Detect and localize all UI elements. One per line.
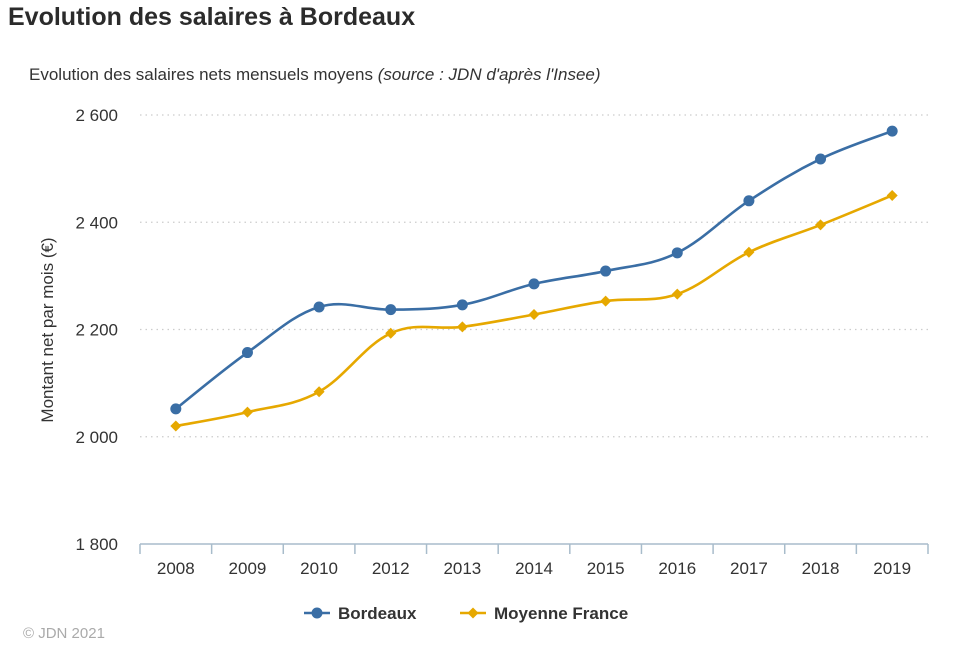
data-point[interactable]	[313, 386, 325, 398]
data-point[interactable]	[886, 189, 898, 201]
y-tick-label: 2 000	[75, 428, 118, 447]
data-point[interactable]	[456, 321, 468, 333]
subtitle-main: Evolution des salaires nets mensuels moy…	[29, 65, 378, 84]
y-tick-label: 2 200	[75, 321, 118, 340]
x-tick-label: 2010	[300, 559, 338, 578]
data-point[interactable]	[815, 219, 827, 231]
page-title: Evolution des salaires à Bordeaux	[8, 3, 416, 31]
x-axis	[139, 543, 929, 554]
series-group	[170, 125, 898, 432]
data-point[interactable]	[886, 125, 898, 137]
x-tick-label: 2019	[873, 559, 911, 578]
subtitle-source: (source : JDN d'après l'Insee)	[377, 65, 601, 84]
x-tick-labels: 2008 2009 2010 2012 2013 2014 2015 2016 2017 2018…	[157, 559, 911, 578]
series-bordeaux	[170, 125, 898, 415]
data-point[interactable]	[241, 406, 253, 418]
data-point[interactable]	[170, 420, 182, 432]
series-line	[175, 129, 893, 410]
copyright-text: © JDN 2021	[23, 625, 105, 642]
x-tick-label: 2009	[229, 559, 267, 578]
legend-item-moyenne-france[interactable]: Moyenne France	[460, 604, 628, 623]
chart-subtitle: Evolution des salaires nets mensuels moy…	[29, 63, 601, 87]
data-point[interactable]	[743, 195, 755, 207]
data-point[interactable]	[528, 278, 540, 290]
y-tick-label: 1 800	[75, 535, 118, 554]
data-point[interactable]	[671, 288, 683, 300]
legend-label: Bordeaux	[338, 604, 417, 623]
data-point[interactable]	[671, 247, 683, 259]
chart-legend: Bordeaux Moyenne France	[304, 604, 628, 623]
legend-item-bordeaux[interactable]: Bordeaux	[304, 604, 417, 623]
y-tick-label: 2 600	[75, 106, 118, 125]
x-tick-label: 2008	[157, 559, 195, 578]
data-point[interactable]	[385, 304, 397, 316]
x-tick-label: 2013	[443, 559, 481, 578]
data-point[interactable]	[456, 299, 468, 311]
data-point[interactable]	[313, 301, 325, 313]
data-point[interactable]	[743, 246, 755, 258]
x-tick-label: 2015	[587, 559, 625, 578]
y-axis-label: Montant net par mois (€)	[38, 237, 57, 422]
x-tick-label: 2014	[515, 559, 553, 578]
legend-marker-diamond-icon	[467, 607, 479, 619]
data-point[interactable]	[170, 403, 182, 415]
x-tick-label: 2017	[730, 559, 768, 578]
data-point[interactable]	[385, 327, 397, 339]
x-tick-label: 2012	[372, 559, 410, 578]
legend-label: Moyenne France	[494, 604, 628, 623]
data-point[interactable]	[815, 153, 827, 165]
data-point[interactable]	[528, 308, 540, 320]
data-point[interactable]	[600, 265, 612, 277]
legend-marker-circle-icon	[311, 607, 323, 619]
x-tick-label: 2016	[658, 559, 696, 578]
y-tick-labels: 1 800 2 000 2 200 2 400 2 600	[75, 106, 118, 554]
y-tick-label: 2 400	[75, 213, 118, 232]
data-point[interactable]	[600, 295, 612, 307]
series-moyenne-france	[170, 189, 898, 432]
x-tick-label: 2018	[802, 559, 840, 578]
data-point[interactable]	[241, 347, 253, 359]
